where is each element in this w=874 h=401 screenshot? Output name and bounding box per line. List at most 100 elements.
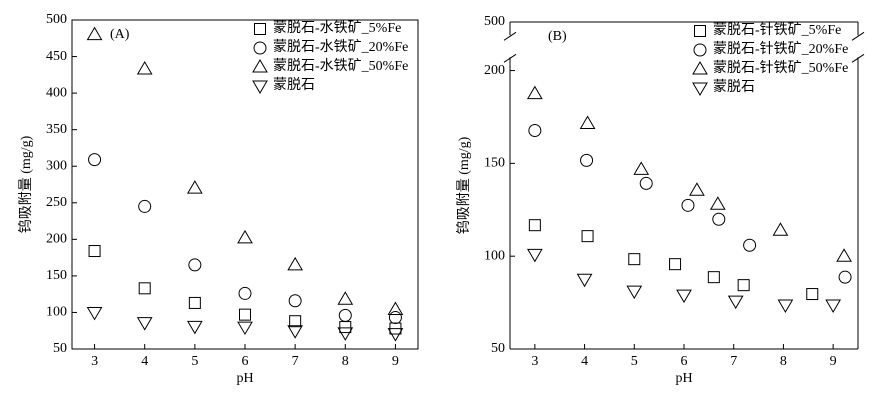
y-tick-label: 300 [46, 158, 67, 173]
marker-triangle-up [337, 291, 354, 305]
marker-circle [338, 308, 352, 322]
x-tick-label: 5 [631, 354, 638, 369]
y-tick-label: 450 [46, 49, 67, 64]
marker-square [188, 296, 201, 309]
marker-triangle-up [836, 248, 852, 262]
marker-triangle-down [576, 273, 593, 288]
marker-triangle-up [237, 229, 253, 244]
marker-square [138, 282, 151, 295]
legend-marker [692, 82, 708, 96]
legend-label: 蒙脱石-针铁矿_20%Fe [713, 41, 848, 57]
y-tick-label: 500 [46, 12, 67, 27]
x-tick-label: 6 [681, 354, 688, 369]
x-tick-label: 9 [392, 354, 399, 369]
x-tick-label: 5 [191, 354, 198, 369]
x-tick-label: 4 [581, 354, 588, 369]
axis-break [851, 31, 865, 41]
marker-circle [712, 212, 726, 226]
y-tick-label: 250 [46, 195, 67, 210]
marker-circle [288, 294, 302, 308]
legend-label: 蒙脱石-水铁矿_20%Fe [273, 39, 408, 55]
marker-triangle-down [387, 328, 404, 342]
marker-triangle-up [579, 115, 596, 129]
legend-marker [693, 43, 707, 57]
marker-triangle-up [689, 182, 705, 196]
marker-square [239, 308, 251, 321]
marker-triangle-up [772, 222, 789, 236]
panel-label: (A) [110, 27, 130, 42]
x-tick-label: 8 [342, 354, 349, 369]
axis-break [503, 53, 517, 63]
legend-label: 蒙脱石 [713, 79, 755, 95]
marker-square [737, 279, 750, 292]
marker-triangle-up [709, 196, 726, 210]
x-axis-label: pH [675, 371, 692, 386]
marker-circle [838, 270, 852, 284]
marker-triangle-down [237, 321, 253, 336]
x-tick-label: 3 [531, 354, 538, 369]
legend-marker [694, 25, 706, 37]
marker-square [88, 245, 101, 258]
marker-circle [138, 199, 152, 213]
marker-triangle-down [86, 306, 103, 321]
marker-circle [681, 198, 695, 212]
y-tick-label: 400 [46, 85, 67, 100]
marker-triangle-down [136, 317, 153, 331]
axis-break [503, 31, 517, 41]
marker-triangle-down [337, 327, 354, 341]
marker-circle [238, 286, 252, 300]
y-tick-label: 200 [484, 63, 505, 78]
marker-circle [88, 153, 102, 167]
marker-triangle-down [676, 289, 692, 304]
x-tick-label: 9 [830, 354, 837, 369]
legend-label: 蒙脱石-水铁矿_5%Fe [273, 20, 401, 36]
marker-triangle-down [526, 248, 543, 263]
y-tick-label: 50 [491, 341, 505, 356]
panel-label: (B) [548, 29, 567, 44]
legend-label: 蒙脱石-水铁矿_50%Fe [273, 58, 408, 74]
y-tick-label: 200 [46, 232, 67, 247]
marker-triangle-down [186, 320, 203, 335]
y-axis-label: 钨吸附量 (mg/g) [18, 135, 34, 233]
marker-triangle-up [633, 161, 650, 175]
x-tick-label: 7 [730, 354, 737, 369]
marker-square [528, 219, 541, 232]
y-tick-label: 150 [484, 156, 505, 171]
legend-label: 蒙脱石-针铁矿_5%Fe [713, 22, 841, 38]
marker-triangle-up [136, 60, 153, 75]
marker-circle [743, 238, 757, 252]
legend-marker [692, 61, 708, 75]
y-tick-label: 350 [46, 122, 67, 137]
marker-square [339, 321, 352, 334]
legend-marker [252, 80, 268, 94]
x-tick-label: 8 [780, 354, 787, 369]
marker-triangle-down [825, 299, 842, 313]
marker-triangle-up [387, 301, 404, 316]
x-axis-label: pH [236, 371, 253, 386]
marker-square [669, 258, 682, 271]
marker-circle [528, 124, 542, 138]
marker-square [707, 271, 720, 284]
legend-marker [252, 59, 268, 73]
marker-circle [580, 153, 594, 167]
y-tick-label: 100 [484, 248, 505, 263]
marker-triangle-down [777, 299, 794, 313]
legend-marker [253, 41, 267, 55]
y-tick-label: 500 [484, 14, 505, 29]
marker-triangle-up [526, 85, 543, 100]
marker-circle [639, 176, 653, 190]
legend-marker [254, 23, 266, 35]
marker-triangle-up [186, 180, 203, 194]
marker-triangle-down [727, 295, 744, 310]
x-tick-label: 3 [91, 354, 98, 369]
y-axis-label: 钨吸附量 (mg/g) [456, 136, 472, 234]
marker-triangle-up [86, 26, 103, 41]
marker-triangle-down [287, 325, 304, 339]
y-tick-label: 100 [46, 305, 67, 320]
marker-square [289, 315, 302, 328]
y-tick-label: 50 [53, 341, 67, 356]
y-tick-label: 150 [46, 268, 67, 283]
marker-circle [388, 311, 402, 325]
marker-square [806, 288, 819, 301]
